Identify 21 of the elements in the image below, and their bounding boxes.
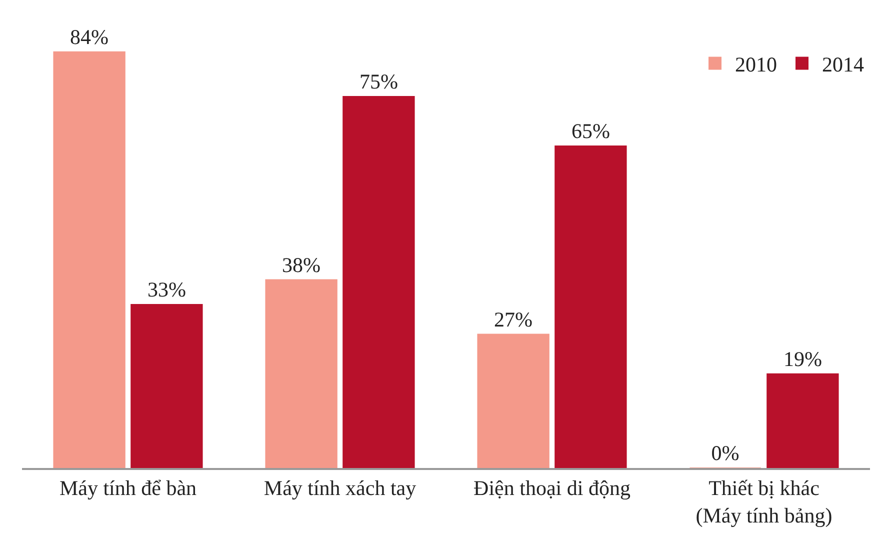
x-tick-label: Điện thoại di động [474,476,631,500]
bar [342,96,415,468]
data-label: 33% [147,278,186,302]
data-label: 0% [711,441,740,465]
data-label: 84% [70,24,109,49]
data-label: 27% [494,307,533,332]
legend-label: 2010 [735,52,777,76]
bar [477,334,550,468]
data-label: 38% [282,252,321,277]
legend-label: 2014 [822,52,864,76]
x-tick-label: Máy tính để bàn [59,476,198,500]
data-label: 75% [359,69,398,94]
bar [766,373,839,468]
bar [265,279,338,468]
data-label: 65% [571,119,610,144]
x-tick-label: Máy tính xách tay [264,476,417,500]
data-label: 19% [783,346,822,371]
bar [130,304,203,468]
bar [53,51,126,468]
bar [554,146,627,468]
x-tick-label: Thiết bị khác (Máy tính bảng) [696,476,832,528]
